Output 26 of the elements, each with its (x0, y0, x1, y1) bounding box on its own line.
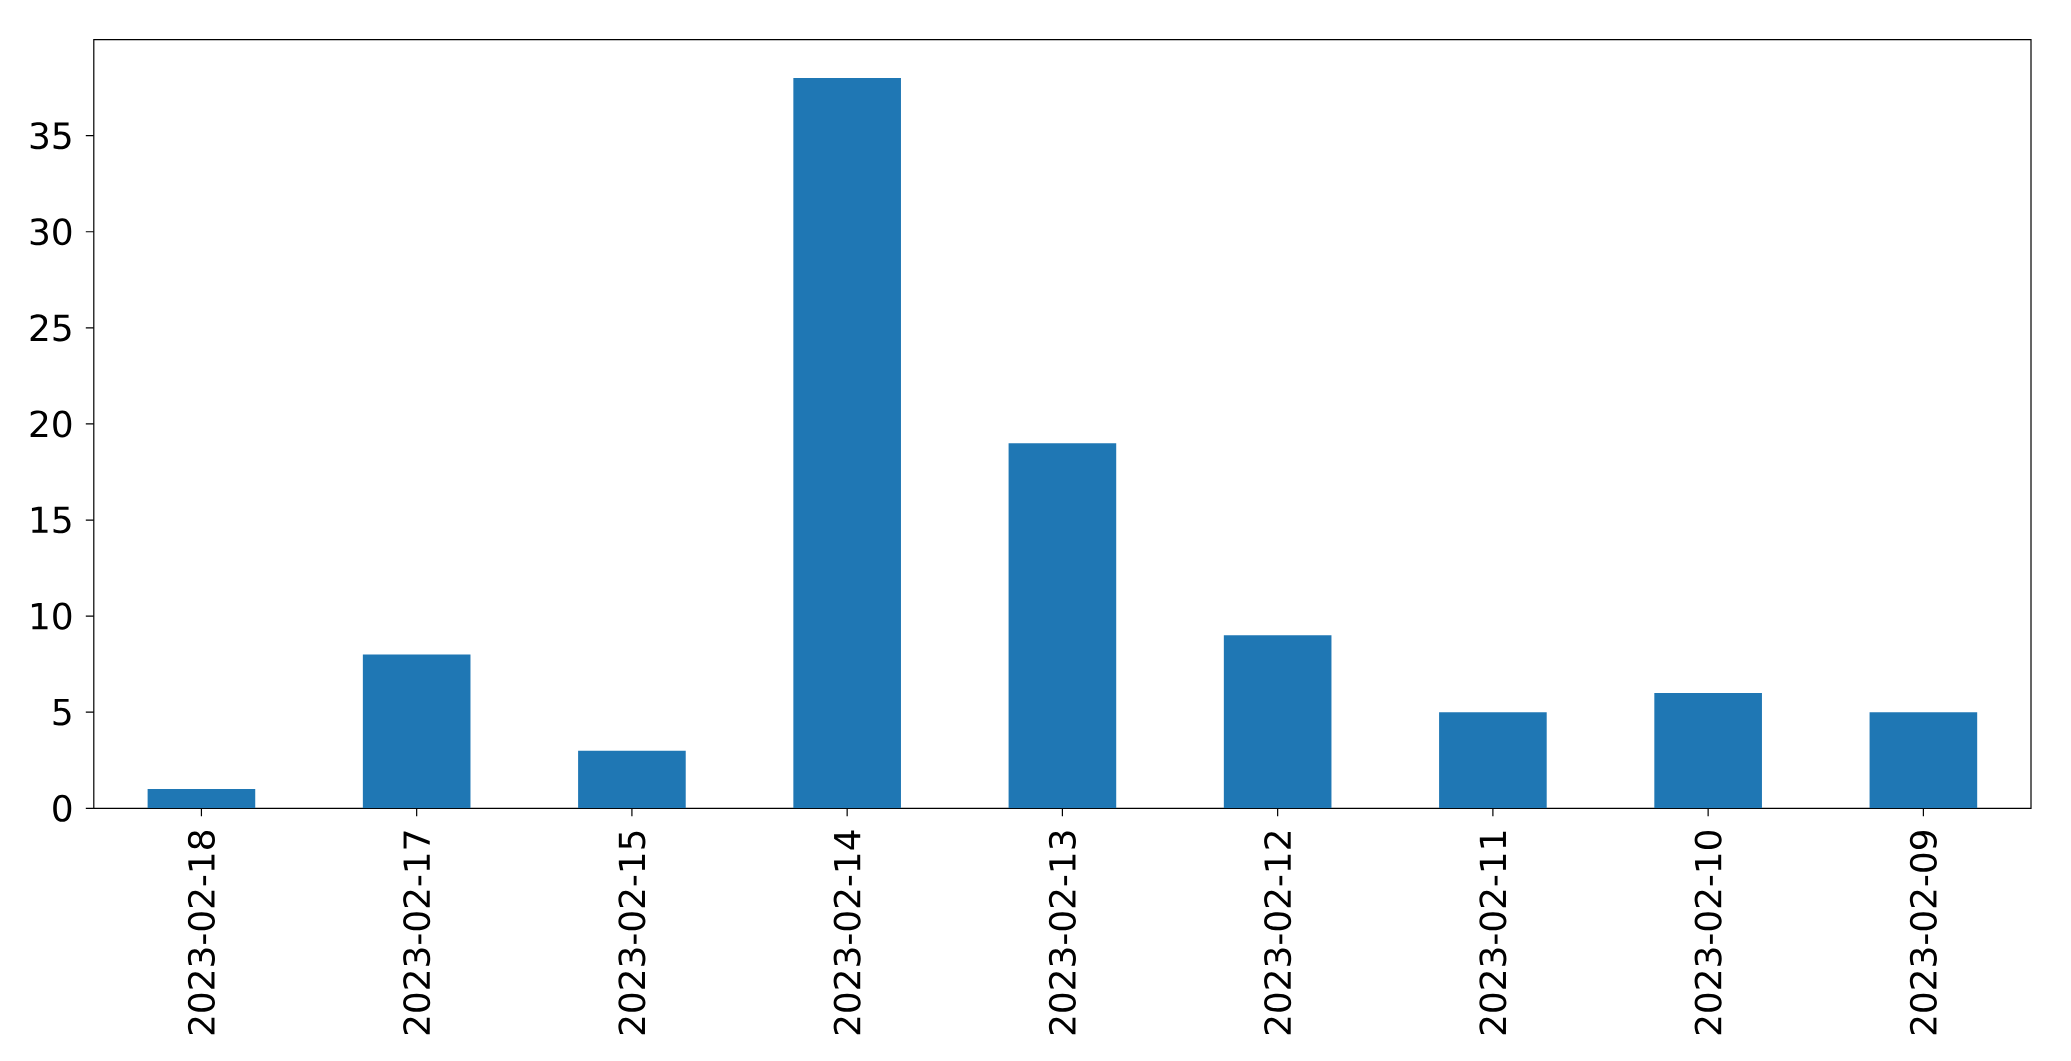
x-tick-label: 2023-02-12 (1264, 832, 1292, 1035)
bar (1654, 692, 1762, 809)
x-tick-label: 2023-02-11 (1479, 831, 1507, 1035)
x-tick-label: 2023-02-15 (618, 831, 646, 1035)
x-tick-label: 2023-02-17 (403, 831, 431, 1035)
y-tick-label: 30 (30, 218, 72, 246)
y-tick-label: 15 (31, 506, 71, 534)
bar (147, 789, 256, 809)
y-tick-label: 20 (30, 410, 72, 438)
x-tick-label: 2023-02-13 (1048, 831, 1076, 1035)
bar (1008, 443, 1117, 809)
y-tick-label: 35 (30, 122, 71, 150)
bar (362, 654, 471, 809)
y-tick-label: 25 (30, 314, 71, 342)
bar (793, 78, 901, 809)
bar (578, 750, 686, 809)
bar (1869, 712, 1978, 809)
x-tick-label: 2023-02-09 (1909, 831, 1937, 1035)
y-tick-label: 0 (53, 794, 72, 822)
x-tick-label: 2023-02-10 (1694, 830, 1722, 1035)
y-tick-label: 10 (31, 602, 72, 630)
x-tick-label: 2023-02-18 (187, 830, 215, 1035)
bar (1439, 712, 1547, 809)
y-tick-label: 5 (53, 698, 71, 726)
x-tick-label: 2023-02-14 (833, 830, 861, 1035)
bar (1223, 635, 1332, 809)
